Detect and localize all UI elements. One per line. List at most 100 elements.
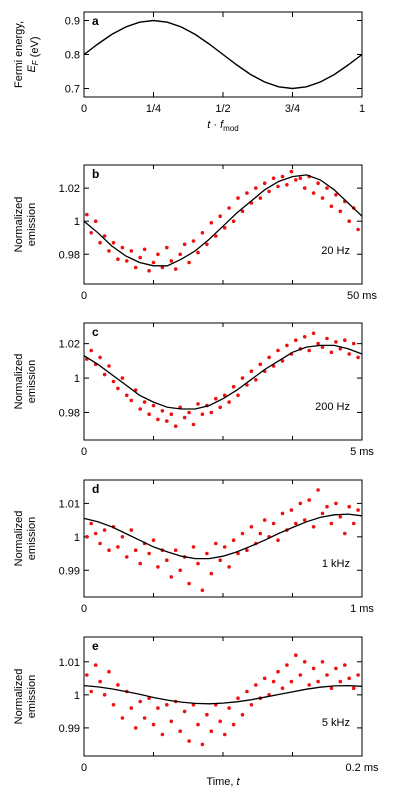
data-point bbox=[249, 525, 254, 529]
data-point bbox=[182, 242, 187, 247]
data-point bbox=[173, 267, 178, 271]
data-point bbox=[182, 709, 187, 714]
data-point bbox=[209, 410, 214, 415]
data-point bbox=[102, 693, 107, 697]
panel-d-ylabel-line: emission bbox=[26, 517, 38, 560]
data-point bbox=[214, 541, 218, 546]
data-point bbox=[343, 338, 347, 343]
data-point bbox=[231, 538, 236, 542]
data-point bbox=[142, 400, 147, 404]
data-point bbox=[316, 341, 320, 346]
data-point bbox=[209, 729, 214, 733]
data-point bbox=[214, 234, 218, 238]
data-point bbox=[231, 219, 236, 223]
x-tick-label: 1/4 bbox=[146, 103, 161, 115]
data-point bbox=[289, 508, 294, 512]
data-point bbox=[102, 528, 107, 532]
data-point bbox=[254, 378, 258, 382]
y-tick-label: 1 bbox=[74, 690, 80, 702]
data-point bbox=[298, 176, 303, 180]
data-point bbox=[142, 247, 147, 252]
data-point bbox=[285, 183, 289, 187]
y-tick-label: 0.99 bbox=[59, 723, 80, 735]
x-tick-label: 0 bbox=[81, 103, 87, 115]
data-point bbox=[325, 336, 329, 341]
data-point bbox=[240, 376, 245, 380]
y-tick-label: 0.7 bbox=[65, 84, 80, 96]
data-point bbox=[187, 410, 191, 415]
panel-e-frame bbox=[83, 636, 363, 757]
data-point bbox=[187, 260, 191, 265]
data-point bbox=[240, 712, 245, 717]
panel-e-ylabel-line: emission bbox=[26, 675, 38, 718]
data-point bbox=[347, 504, 352, 509]
data-point bbox=[107, 548, 111, 552]
data-point bbox=[280, 511, 285, 516]
data-point bbox=[191, 422, 196, 427]
data-point bbox=[227, 706, 231, 710]
data-point bbox=[196, 250, 200, 255]
data-point bbox=[227, 400, 231, 404]
data-point bbox=[356, 355, 360, 360]
data-point bbox=[267, 189, 271, 194]
data-point bbox=[142, 716, 147, 720]
data-point bbox=[116, 683, 120, 687]
data-point bbox=[102, 372, 107, 377]
data-point bbox=[258, 362, 263, 367]
data-point bbox=[209, 571, 214, 576]
x-tick-label: 1/2 bbox=[215, 103, 230, 115]
data-point bbox=[165, 558, 169, 562]
data-point bbox=[165, 245, 169, 250]
data-point bbox=[85, 212, 89, 217]
data-point bbox=[231, 722, 236, 727]
panel-a-label: a bbox=[92, 14, 99, 28]
data-point bbox=[254, 683, 258, 687]
data-point bbox=[227, 206, 231, 210]
y-tick-label: 0.9 bbox=[65, 16, 80, 28]
data-point bbox=[187, 739, 191, 743]
data-point bbox=[173, 548, 178, 552]
data-point bbox=[98, 679, 102, 684]
data-point bbox=[320, 511, 325, 516]
data-point bbox=[302, 660, 307, 664]
y-tick-label: 1 bbox=[74, 216, 80, 228]
data-point bbox=[133, 548, 138, 552]
data-point bbox=[329, 686, 334, 690]
data-point bbox=[89, 231, 93, 235]
data-point bbox=[347, 219, 352, 223]
data-point bbox=[156, 252, 160, 257]
data-point bbox=[334, 340, 338, 344]
data-point bbox=[294, 338, 298, 343]
data-point bbox=[267, 355, 271, 360]
data-point bbox=[85, 535, 89, 539]
data-point bbox=[351, 341, 356, 346]
data-point bbox=[320, 345, 325, 349]
data-point bbox=[116, 386, 120, 391]
data-point bbox=[191, 239, 196, 243]
fit-curve bbox=[83, 513, 363, 560]
panel-a-ylabel-line: EF (eV) bbox=[26, 36, 41, 72]
data-point bbox=[196, 722, 200, 727]
data-point bbox=[338, 209, 343, 214]
data-point bbox=[356, 508, 360, 512]
data-point bbox=[240, 531, 245, 536]
data-point bbox=[329, 521, 334, 526]
data-point bbox=[285, 663, 289, 667]
data-point bbox=[209, 221, 214, 225]
data-point bbox=[298, 501, 303, 506]
panel-a-xlabel: t · fmod bbox=[207, 119, 238, 133]
panel-b-frame bbox=[83, 164, 363, 285]
data-point bbox=[222, 226, 227, 230]
panel-c-ylabel-line: emission bbox=[26, 360, 38, 403]
data-point bbox=[120, 716, 125, 720]
data-point bbox=[107, 249, 111, 253]
data-point bbox=[214, 396, 218, 401]
frequency-label: 5 kHz bbox=[322, 717, 350, 729]
x-tick-label-end: 0.2 ms bbox=[345, 762, 379, 774]
data-point bbox=[147, 551, 151, 556]
panel-b-label: b bbox=[92, 167, 99, 181]
data-point bbox=[325, 673, 329, 677]
data-point bbox=[356, 673, 360, 677]
data-point bbox=[200, 742, 205, 747]
data-point bbox=[294, 178, 298, 182]
